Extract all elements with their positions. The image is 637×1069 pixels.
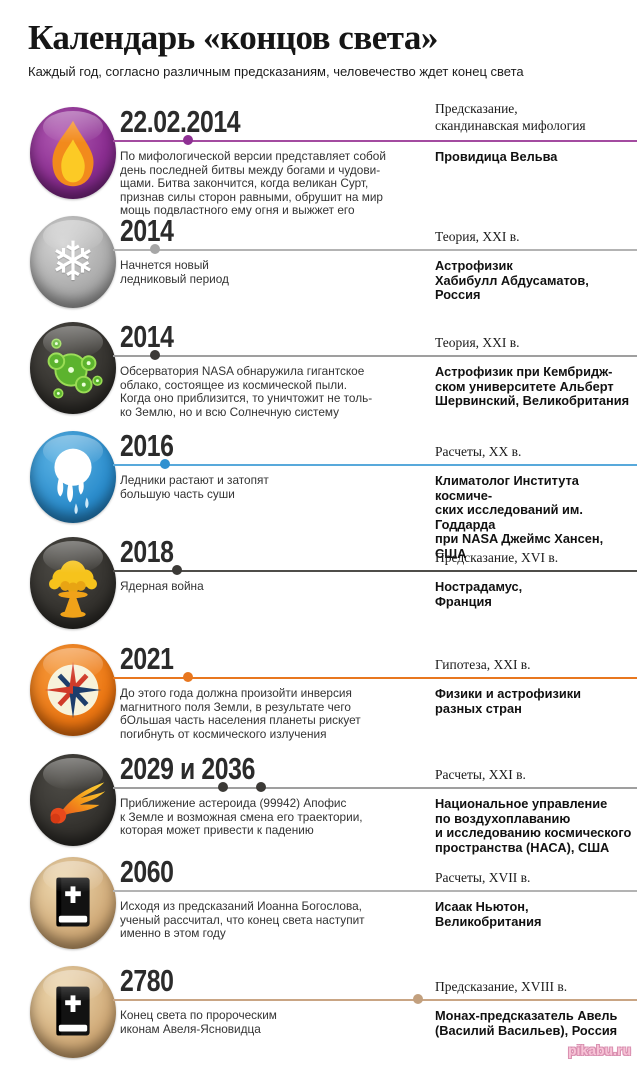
timeline-row: 2029 и 2036 Приближение астероида (99942…: [0, 751, 637, 861]
bible-icon: [30, 857, 116, 949]
row-date: 2014: [120, 319, 174, 354]
flame-icon: [52, 120, 94, 187]
timeline-rule: [113, 464, 637, 466]
row-date: 2021: [120, 641, 174, 676]
bible-icon: [56, 877, 90, 927]
row-source: Национальное управление по воздухоплаван…: [435, 796, 632, 855]
row-description: До этого года должна произойти инверсия …: [120, 686, 361, 741]
row-description: Приближение астероида (99942) Апофис к З…: [120, 796, 363, 838]
row-source: Климатолог Института космиче- ских иссле…: [435, 473, 604, 561]
timeline-row: 2014 Обсерватория NASA обнаружила гигант…: [0, 319, 637, 429]
mushroom-cloud-icon: [49, 560, 97, 618]
timeline-row: 2016 Ледники растают и затопят большую ч…: [0, 428, 637, 560]
compass-icon: [30, 644, 116, 736]
row-description: Начнется новый ледниковый период: [120, 258, 229, 286]
comet-icon: [50, 782, 106, 824]
row-source: Астрофизик при Кембридж- ском университе…: [435, 364, 630, 408]
row-date: 22.02.2014: [120, 104, 241, 139]
row-category: Предсказание, XVIII в.: [435, 979, 568, 994]
timeline-dot: [183, 672, 193, 682]
timeline-dot: [218, 782, 228, 792]
timeline-dot: [150, 244, 160, 254]
bible-icon: [56, 986, 90, 1036]
meltwater-icon: [54, 448, 92, 515]
row-category: Предсказание, XVI в.: [435, 550, 559, 565]
timeline-dot: [413, 994, 423, 1004]
compass-icon: [44, 661, 102, 719]
timeline-rule: [113, 249, 637, 251]
timeline-row: 2780 Конец света по пророческим иконам А…: [0, 963, 637, 1069]
row-category: Расчеты, XX в.: [435, 444, 522, 459]
row-source: Исаак Ньютон, Великобритания: [435, 899, 542, 929]
timeline-rule: [113, 787, 637, 789]
comet-icon: [30, 754, 116, 846]
row-source: Монах-предсказатель Авель (Василий Васил…: [435, 1008, 618, 1038]
row-date: 2016: [120, 428, 174, 463]
watermark: pikabu.ru: [567, 1042, 631, 1058]
row-category: Теория, XXI в.: [435, 335, 520, 350]
row-category: Теория, XXI в.: [435, 229, 520, 244]
row-source: Провидица Вельва: [435, 149, 558, 164]
page-subtitle: Каждый год, согласно различным предсказа…: [28, 64, 524, 79]
row-description: Исходя из предсказаний Иоанна Богослова,…: [120, 899, 365, 941]
flame-icon: [30, 107, 116, 199]
row-source: Физики и астрофизики разных стран: [435, 686, 581, 716]
timeline-dot: [183, 135, 193, 145]
row-category: Предсказание, скандинавская мифология: [435, 101, 586, 133]
timeline-rule: [113, 677, 637, 679]
row-description: По мифологической версии представляет со…: [120, 149, 386, 218]
row-source: Астрофизик Хабибулл Абдусаматов, Россия: [435, 258, 589, 302]
row-date: 2060: [120, 854, 174, 889]
dust-cloud-icon: [30, 322, 116, 414]
timeline-row: 2021 До этого года должна произойти инве…: [0, 641, 637, 751]
row-date: 2014: [120, 213, 174, 248]
timeline-row: 2018 Ядерная война Предсказание, XVI в. …: [0, 534, 637, 644]
row-category: Гипотеза, XXI в.: [435, 657, 531, 672]
row-source: Нострадамус, Франция: [435, 579, 523, 609]
row-category: Расчеты, XVII в.: [435, 870, 531, 885]
timeline-rule: [113, 140, 637, 142]
row-date: 2780: [120, 963, 174, 998]
timeline-dot: [160, 459, 170, 469]
snowflake-icon: ❄: [30, 216, 116, 308]
timeline-rule: [113, 890, 637, 892]
page-title: Календарь «концов света»: [28, 18, 438, 57]
timeline-dot: [150, 350, 160, 360]
row-date: 2018: [120, 534, 174, 569]
timeline-row: 22.02.2014 По мифологической версии пред…: [0, 101, 637, 217]
row-description: Обсерватория NASA обнаружила гигантское …: [120, 364, 373, 419]
timeline-row: 2060 Исходя из предсказаний Иоанна Богос…: [0, 854, 637, 964]
timeline-rule: [113, 999, 637, 1001]
timeline-dot: [172, 565, 182, 575]
row-description: Ледники растают и затопят большую часть …: [120, 473, 269, 501]
row-date: 2029 и 2036: [120, 751, 255, 786]
timeline-row: ❄ 2014 Начнется новый ледниковый период …: [0, 213, 637, 323]
row-description: Конец света по пророческим иконам Авеля-…: [120, 1008, 277, 1036]
timeline-dot: [256, 782, 266, 792]
timeline-rule: [113, 570, 637, 572]
timeline-rule: [113, 355, 637, 357]
snowflake-icon: ❄: [50, 230, 96, 293]
row-description: Ядерная война: [120, 579, 204, 593]
mushroom-cloud-icon: [30, 537, 116, 629]
row-category: Расчеты, XXI в.: [435, 767, 526, 782]
dust-cloud-icon: [47, 338, 103, 399]
meltwater-icon: [30, 431, 116, 523]
bible-icon: [30, 966, 116, 1058]
